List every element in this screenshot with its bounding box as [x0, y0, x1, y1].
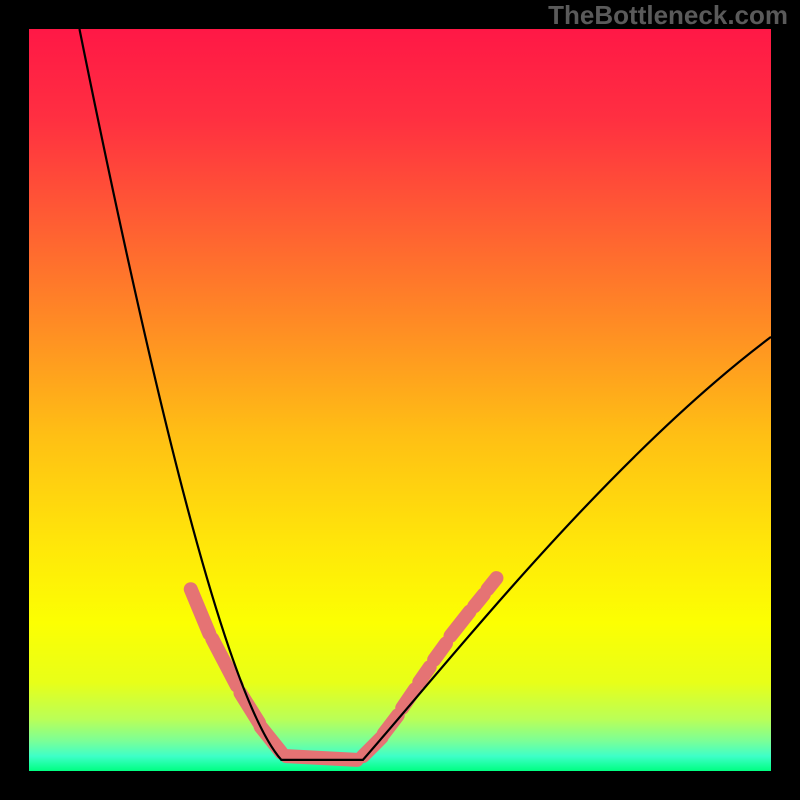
chart-frame: TheBottleneck.com: [0, 0, 800, 800]
plot-area: [29, 29, 771, 771]
bottleneck-chart: [29, 29, 771, 771]
highlight-segment: [488, 578, 497, 589]
highlight-segment: [419, 667, 429, 682]
highlight-segment: [474, 594, 484, 606]
watermark-text: TheBottleneck.com: [548, 0, 788, 31]
gradient-background: [29, 29, 771, 771]
highlight-segment: [434, 643, 446, 659]
